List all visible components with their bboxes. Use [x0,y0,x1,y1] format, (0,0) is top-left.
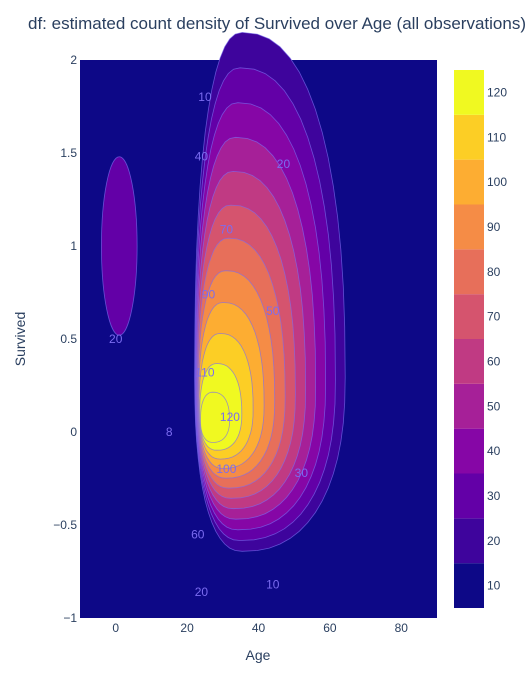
colorbar-swatch [454,518,484,564]
contour-label: 40 [195,150,209,164]
x-tick-label: 0 [112,621,119,635]
y-tick-label: 1.5 [60,146,77,160]
colorbar-swatch [454,339,484,384]
y-tick-label: 2 [70,53,77,67]
y-axis-ticks: −1 −0.5 0 0.5 1 1.5 2 [53,53,77,625]
contour-label: 30 [295,466,309,480]
y-tick-label: 0.5 [60,332,77,346]
colorbar-swatch [454,294,484,339]
colorbar-swatch [454,473,484,519]
contour-label: 50 [266,304,280,318]
contour-label: 10 [266,578,280,592]
colorbar-tick-label: 40 [487,444,501,458]
contour-label: 8 [166,425,173,439]
colorbar-tick-label: 10 [487,579,501,593]
y-tick-label: −0.5 [53,518,77,532]
contour-band-120 [200,391,230,443]
y-tick-label: −1 [63,611,77,625]
colorbar-tick-label: 100 [487,175,507,189]
contour-label: 120 [220,410,240,424]
y-tick-label: 0 [70,425,77,439]
contour-label: 20 [109,332,123,346]
colorbar-tick-label: 20 [487,534,501,548]
contour-label: 20 [195,585,209,599]
contour-label: 90 [202,287,216,301]
secondary-density-bump [101,156,138,336]
x-axis-ticks: 0 20 40 60 80 [112,621,408,635]
colorbar-tick-label: 110 [487,130,506,144]
contour-label: 20 [277,157,291,171]
colorbar-tick-label: 120 [487,85,507,99]
x-axis-title: Age [246,647,271,663]
contour-label: 70 [220,222,234,236]
contour-label: 110 [195,365,214,379]
x-tick-label: 40 [252,621,266,635]
colorbar-tick-label: 90 [487,220,501,234]
colorbar-swatch [454,204,484,250]
colorbar-tick-label: 80 [487,265,501,279]
chart-title: df: estimated count density of Survived … [28,14,526,33]
x-tick-label: 60 [323,621,337,635]
colorbar-swatch [454,563,484,608]
colorbar-swatch [454,70,484,115]
colorbar-swatch [454,249,484,295]
y-axis-title: Survived [12,312,28,366]
colorbar-swatch [454,428,484,474]
colorbar-tick-label: 30 [487,489,501,503]
contour-label: 10 [198,90,212,104]
plot-area: 10 20 40 70 90 50 20 110 120 8 100 30 60 20 10 [80,31,437,618]
colorbar-tick-label: 70 [487,310,501,324]
colorbar-swatch [454,114,484,160]
y-tick-label: 1 [70,239,77,253]
x-tick-label: 80 [395,621,409,635]
colorbar-tick-label: 60 [487,354,501,368]
colorbar-swatch [454,383,484,429]
contour-label: 60 [191,527,205,541]
colorbar: 10 20 30 40 50 60 70 80 90 100 110 120 [454,70,507,608]
contour-label: 100 [216,462,236,476]
colorbar-swatch [454,159,484,205]
x-tick-label: 20 [180,621,194,635]
colorbar-tick-label: 50 [487,399,501,413]
